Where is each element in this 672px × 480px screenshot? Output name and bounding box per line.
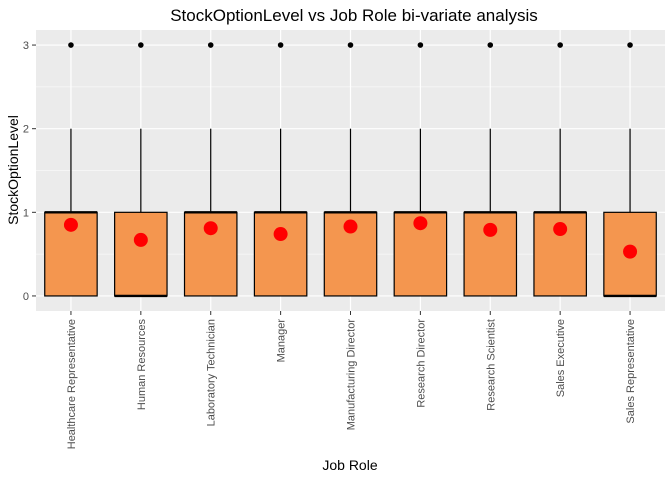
box-group (603, 42, 657, 298)
boxes-layer (44, 42, 657, 298)
mean-point (343, 219, 358, 234)
outlier-point (277, 42, 284, 48)
box-group (323, 42, 378, 297)
y-tick-label: 2 (23, 124, 29, 136)
x-tick-label: Human Resources (136, 319, 148, 411)
mean-point (483, 222, 498, 237)
box-group (114, 42, 168, 298)
chart-title: StockOptionLevel vs Job Role bi-variate … (170, 6, 538, 25)
outlier-point (557, 42, 563, 48)
box-group (393, 42, 448, 297)
x-tick-label: Sales Representative (625, 319, 637, 424)
y-axis: 0 1 2 3 (23, 40, 36, 303)
x-tick-label: Manager (276, 319, 288, 363)
x-tick-label: Research Director (415, 319, 427, 408)
mean-point (273, 227, 288, 242)
box-group (463, 42, 518, 297)
box-group (183, 42, 238, 297)
y-tick-label: 3 (23, 40, 29, 52)
x-tick-label: Sales Executive (555, 319, 567, 397)
y-tick-label: 1 (23, 207, 29, 219)
box (253, 211, 308, 297)
box-group (44, 42, 98, 297)
mean-point (623, 244, 638, 259)
outlier-point (68, 42, 74, 48)
outlier-point (627, 42, 633, 48)
mean-point (553, 222, 568, 237)
outlier-point (487, 42, 494, 48)
box (114, 211, 168, 297)
x-tick-label: Research Scientist (485, 319, 497, 411)
box-group (253, 42, 308, 297)
mean-point (133, 232, 148, 247)
mean-point (203, 221, 218, 236)
x-axis-title: Job Role (322, 457, 377, 473)
outlier-point (207, 42, 214, 48)
outlier-point (347, 42, 354, 48)
y-axis-title: StockOptionLevel (5, 115, 21, 225)
x-tick-label: Manufacturing Director (346, 319, 358, 431)
mean-point (413, 216, 428, 231)
x-axis: Healthcare Representative Human Resources… (66, 311, 637, 449)
x-tick-label: Healthcare Representative (66, 319, 78, 449)
outlier-point (417, 42, 424, 48)
outlier-point (138, 42, 144, 48)
x-tick-label: Laboratory Technician (206, 319, 218, 426)
mean-point (63, 217, 78, 232)
y-tick-label: 0 (23, 291, 29, 303)
box-group (533, 42, 587, 297)
